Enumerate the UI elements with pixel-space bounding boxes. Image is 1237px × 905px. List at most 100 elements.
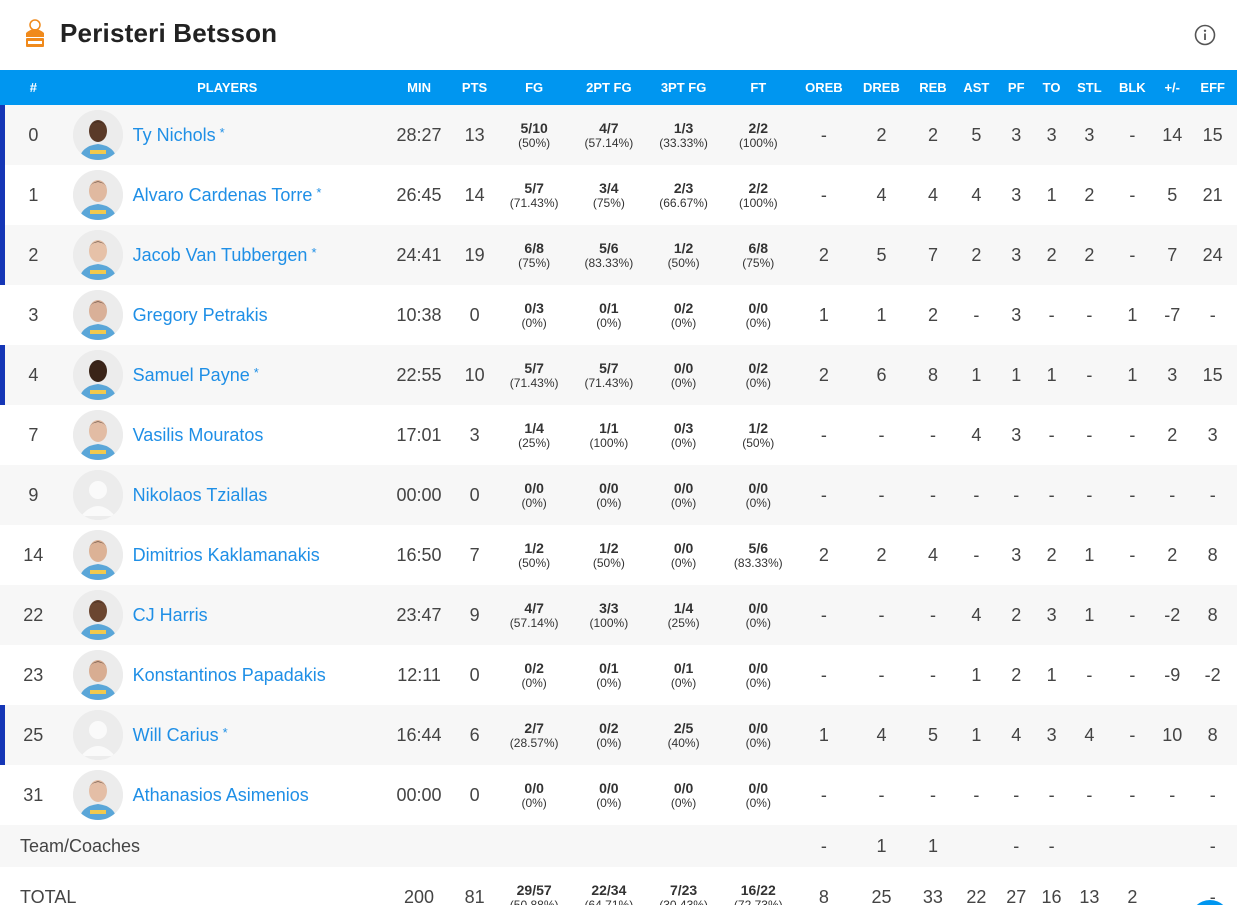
column-header[interactable]: FT: [718, 70, 798, 105]
column-header[interactable]: AST: [953, 70, 1000, 105]
column-header[interactable]: REB: [912, 70, 954, 105]
column-header[interactable]: PTS: [450, 70, 499, 105]
points: 13: [450, 105, 499, 165]
player-row[interactable]: 23 Konstantinos Papadakis 12:11 0 0/2 (0%) 0/1…: [0, 645, 1237, 705]
column-header[interactable]: PLAYERS: [66, 70, 388, 105]
stat-pm: 2: [1167, 424, 1178, 445]
player-name[interactable]: CJ Harris: [132, 604, 208, 625]
stat-ast: 1: [971, 664, 982, 685]
player-name-link[interactable]: Will Carius *: [133, 725, 228, 746]
player-name[interactable]: Samuel Payne: [132, 364, 250, 385]
stat-blk: -: [1108, 705, 1157, 765]
player-name[interactable]: Konstantinos Papadakis: [132, 664, 326, 685]
player-row[interactable]: 25 Will Carius * 16:44 6 2/7 (28.57%) 0/2 (0%) 2/…: [0, 705, 1237, 765]
jersey-number-text: 2: [28, 244, 39, 265]
points: 14: [464, 184, 485, 205]
player-avatar[interactable]: [72, 230, 123, 280]
player-name[interactable]: Gregory Petrakis: [132, 304, 268, 325]
info-icon[interactable]: [1194, 24, 1216, 46]
player-row[interactable]: 0 Ty Nichols * 28:27 13 5/10 (50%) 4/7 (57.14%) 1…: [0, 105, 1237, 165]
player-name[interactable]: Will Carius: [132, 724, 219, 745]
jersey-number: 23: [0, 645, 67, 705]
player-name[interactable]: Alvaro Cardenas Torre: [132, 184, 313, 205]
player-name-link[interactable]: Ty Nichols *: [133, 125, 225, 146]
jersey-number: 1: [0, 165, 67, 225]
two-point: 4/7 (57.14%): [569, 105, 649, 165]
column-header[interactable]: PF: [999, 70, 1033, 105]
player-name[interactable]: Athanasios Asimenios: [132, 784, 309, 805]
stat-reb: 2: [927, 304, 938, 325]
player-row[interactable]: 14 Dimitrios Kaklamanakis 16:50 7 1/2 (50%) 1/…: [0, 525, 1237, 585]
player-name-link[interactable]: Athanasios Asimenios: [133, 785, 309, 806]
player-name[interactable]: Dimitrios Kaklamanakis: [132, 544, 320, 565]
player-row[interactable]: 31 Athanasios Asimenios 00:00 0 0/0 (0%) 0/0 (0…: [0, 765, 1237, 825]
column-header[interactable]: OREB: [797, 70, 851, 105]
free-throws-made: 0/0: [748, 779, 769, 796]
player-avatar[interactable]: [72, 770, 123, 820]
two-point-made: 1/1: [599, 419, 619, 436]
field-goals-pct: (50%): [518, 135, 551, 150]
two-point-made: 3/4: [599, 179, 619, 196]
two-point-pct: (0%): [596, 315, 622, 330]
player-avatar[interactable]: [72, 590, 123, 640]
column-header[interactable]: +/-: [1156, 70, 1189, 105]
player-name[interactable]: Jacob Van Tubbergen: [132, 244, 308, 265]
player-name[interactable]: Ty Nichols: [132, 124, 216, 145]
column-header[interactable]: 3PT FG: [648, 70, 719, 105]
player-name-link[interactable]: CJ Harris: [133, 605, 208, 626]
player-name-link[interactable]: Alvaro Cardenas Torre *: [133, 185, 322, 206]
three-point-pct: (0%): [670, 795, 697, 810]
player-name-link[interactable]: Jacob Van Tubbergen *: [133, 245, 317, 266]
player-row[interactable]: 1 Alvaro Cardenas Torre * 26:45 14 5/7 (71.43%…: [0, 165, 1237, 225]
player-avatar[interactable]: [72, 710, 123, 760]
column-header[interactable]: MIN: [387, 70, 451, 105]
column-header[interactable]: DREB: [850, 70, 913, 105]
player-name-link[interactable]: Vasilis Mouratos: [133, 425, 264, 446]
player-avatar[interactable]: [72, 170, 123, 220]
free-throws-pct: (0%): [745, 315, 771, 330]
player-row[interactable]: 9 Nikolaos Tziallas 00:00 0 0/0 (0%) 0/0 (0%) 0/…: [0, 465, 1237, 525]
player-name-link[interactable]: Samuel Payne *: [133, 365, 259, 386]
floating-action-button[interactable]: [1190, 900, 1230, 905]
player-avatar[interactable]: [72, 470, 123, 520]
player-row[interactable]: 3 Gregory Petrakis 10:38 0 0/3 (0%) 0/1 (0%) 0/2…: [0, 285, 1237, 345]
stat-oreb: -: [820, 424, 827, 445]
stat-reb: 4: [927, 184, 938, 205]
three-point-pct: (0%): [670, 495, 697, 510]
player-name-link[interactable]: Dimitrios Kaklamanakis: [133, 545, 320, 566]
player-row[interactable]: 4 Samuel Payne * 22:55 10 5/7 (71.43%) 5/7 (71.4…: [0, 345, 1237, 405]
column-header[interactable]: FG: [498, 70, 570, 105]
free-throws: 5/6 (83.33%): [719, 525, 798, 585]
stat-eff: 21: [1202, 184, 1223, 205]
stat-dreb: -: [850, 585, 913, 645]
player-row[interactable]: 2 Jacob Van Tubbergen * 24:41 19 6/8 (75%) 5/6(…: [0, 225, 1237, 285]
column-header[interactable]: 2PT FG: [569, 70, 649, 105]
player-name[interactable]: Vasilis Mouratos: [132, 424, 264, 445]
player-name[interactable]: Nikolaos Tziallas: [132, 484, 268, 505]
player-row[interactable]: 22 CJ Harris 23:47 9 4/7 (57.14%) 3/3 (100%) 1/4…: [0, 585, 1237, 645]
player-name-link[interactable]: Konstantinos Papadakis: [133, 665, 326, 686]
column-header[interactable]: TO: [1032, 70, 1071, 105]
jersey-number-text: 14: [23, 544, 44, 565]
free-throws-made: 0/0: [748, 299, 769, 316]
player-name-link[interactable]: Nikolaos Tziallas: [133, 485, 268, 506]
column-header[interactable]: #: [0, 70, 67, 105]
column-header[interactable]: STL: [1070, 70, 1109, 105]
free-throws: 0/2 (0%): [718, 345, 798, 405]
two-point: 0/1 (0%): [569, 645, 648, 705]
stat-reb: 8: [912, 345, 954, 405]
field-goals-made: 5/7: [524, 179, 544, 196]
column-header[interactable]: BLK: [1108, 70, 1157, 105]
player-avatar[interactable]: [72, 350, 123, 400]
player-avatar[interactable]: [72, 410, 123, 460]
player-avatar[interactable]: [72, 290, 123, 340]
two-point-made: 5/7: [599, 359, 619, 376]
minutes: 23:47: [387, 585, 451, 645]
player-avatar[interactable]: [72, 650, 123, 700]
player-name-link[interactable]: Gregory Petrakis: [133, 305, 268, 326]
free-throws-pct: (100%): [738, 195, 778, 210]
player-avatar[interactable]: [72, 110, 123, 160]
column-header[interactable]: EFF: [1188, 70, 1237, 105]
player-row[interactable]: 7 Vasilis Mouratos 17:01 3 1/4 (25%) 1/1 (100%)…: [0, 405, 1237, 465]
player-avatar[interactable]: [72, 530, 123, 580]
